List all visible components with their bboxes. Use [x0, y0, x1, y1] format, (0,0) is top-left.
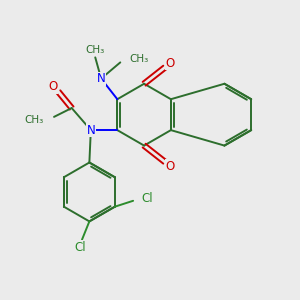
Text: CH₃: CH₃	[129, 54, 148, 64]
Text: O: O	[48, 80, 57, 93]
Text: O: O	[165, 160, 175, 173]
Text: Cl: Cl	[141, 192, 153, 205]
Text: O: O	[165, 57, 175, 70]
Text: CH₃: CH₃	[25, 115, 44, 125]
Text: N: N	[97, 72, 106, 85]
Text: N: N	[86, 124, 95, 136]
Text: Cl: Cl	[75, 241, 86, 254]
Text: CH₃: CH₃	[85, 45, 105, 55]
